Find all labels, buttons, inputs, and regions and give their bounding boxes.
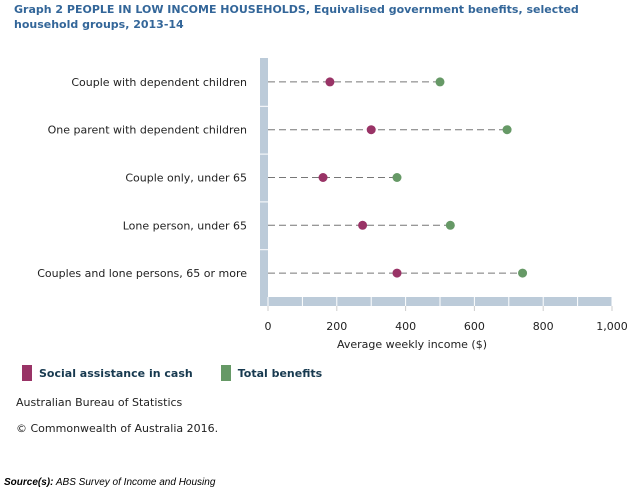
source-text: ABS Survey of Income and Housing	[53, 477, 216, 488]
x-tick-label: 1,000	[596, 320, 628, 333]
legend-label: Total benefits	[237, 366, 323, 380]
category-label: Couple only, under 65	[125, 172, 247, 185]
x-axis-label: Average weekly income ($)	[337, 338, 487, 351]
x-tick-label: 600	[464, 320, 485, 333]
category-label: Couples and lone persons, 65 or more	[37, 267, 247, 280]
x-tick-label: 400	[395, 320, 416, 333]
category-label: One parent with dependent children	[48, 124, 247, 137]
x-axis-band	[260, 297, 612, 306]
y-axis-band	[260, 154, 268, 202]
x-tick-label: 0	[265, 320, 272, 333]
total-benefits-point	[392, 173, 402, 182]
chart: 0 200 400 600 800 1,000 Average weekly income …	[37, 58, 628, 351]
source-label: Source(s):	[4, 477, 54, 488]
social-assistance-point	[318, 173, 328, 182]
legend-item-social-assistance[interactable]: Social assistance in cash	[22, 365, 193, 381]
social-assistance-point	[392, 268, 402, 278]
copyright: © Commonwealth of Australia 2016.	[16, 422, 219, 435]
legend-swatch	[220, 365, 231, 381]
y-axis-band	[260, 106, 268, 154]
category-label: Lone person, under 65	[123, 219, 247, 232]
social-assistance-point	[325, 77, 335, 87]
y-axis-band	[260, 58, 268, 106]
x-tick-label: 800	[533, 320, 554, 333]
source-note: Source(s): ABS Survey of Income and Hous…	[4, 477, 215, 488]
legend: Social assistance in cash Total benefits	[22, 365, 322, 381]
legend-label: Social assistance in cash	[39, 366, 193, 380]
legend-item-total-benefits[interactable]: Total benefits	[220, 365, 323, 381]
social-assistance-point	[358, 220, 368, 230]
total-benefits-point	[502, 125, 512, 135]
x-tick-label: 200	[326, 320, 347, 333]
social-assistance-point	[366, 125, 376, 135]
organisation: Australian Bureau of Statistics	[16, 396, 183, 409]
total-benefits-point	[435, 77, 445, 87]
y-axis-band	[260, 250, 268, 297]
chart-title: Graph 2 PEOPLE IN LOW INCOME HOUSEHOLDS,…	[14, 3, 579, 31]
legend-swatch	[22, 365, 32, 381]
y-axis-band	[260, 202, 268, 250]
total-benefits-point	[518, 268, 528, 278]
category-label: Couple with dependent children	[71, 76, 247, 89]
total-benefits-point	[445, 220, 455, 230]
